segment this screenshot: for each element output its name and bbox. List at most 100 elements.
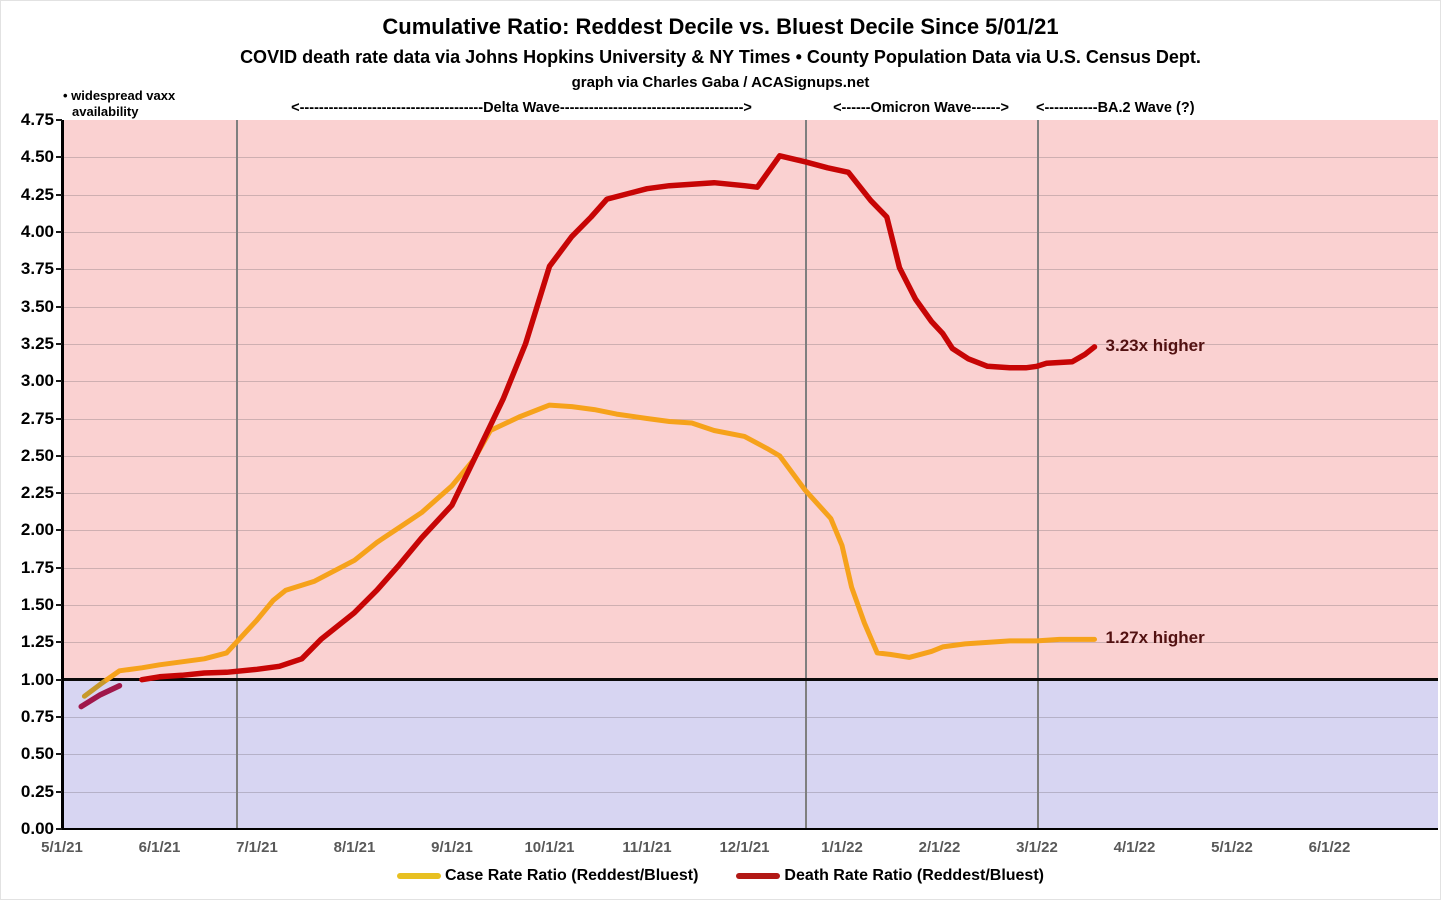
x-tick-label: 4/1/22: [1113, 839, 1156, 856]
y-tick-mark: [56, 230, 62, 233]
gridline: [62, 492, 1438, 494]
case-rate-end-label: 1.27x higher: [1105, 628, 1205, 648]
y-tick-label: 4.50: [20, 147, 54, 167]
y-tick-mark: [56, 529, 62, 532]
vaxx-note-line2: availability: [72, 103, 139, 119]
x-tick-label: 10/1/21: [524, 839, 575, 856]
death-rate-line: [139, 153, 1098, 683]
x-tick-label: 8/1/21: [333, 839, 376, 856]
wave-boundary-line: [805, 120, 807, 829]
y-tick-label: 3.25: [20, 333, 54, 353]
y-tick-mark: [56, 716, 62, 719]
y-tick-mark: [56, 305, 62, 308]
gridline: [62, 604, 1438, 606]
x-tick-label: 11/1/21: [622, 839, 672, 856]
x-tick-label: 9/1/21: [431, 839, 473, 856]
ba2-wave-annotation: <-----------BA.2 Wave (?): [1036, 100, 1195, 116]
chart-subtitle: COVID death rate data via Johns Hopkins …: [240, 47, 1201, 67]
y-tick-mark: [56, 753, 62, 756]
chart-title: Cumulative Ratio: Reddest Decile vs. Blu…: [382, 14, 1059, 39]
case-rate-line: [104, 402, 1097, 683]
x-tick-label: 6/1/21: [138, 839, 181, 856]
vaxx-note-line1: • widespread vaxx: [63, 88, 176, 103]
y-tick-mark: [56, 678, 62, 681]
gridline: [62, 343, 1438, 345]
y-tick-label: 1.50: [20, 595, 54, 615]
below-one-region: [62, 680, 1438, 829]
y-tick-label: 0.00: [20, 819, 54, 838]
y-tick-label: 4.00: [20, 221, 54, 241]
gridline: [62, 567, 1438, 569]
gridline: [62, 194, 1438, 196]
legend-label: Death Rate Ratio (Reddest/Bluest): [784, 867, 1044, 884]
x-axis-spine: [61, 828, 1438, 830]
gridline: [62, 268, 1438, 270]
case-rate-line-below-one-segment: [81, 677, 110, 699]
y-tick-label: 1.00: [20, 669, 54, 689]
y-tick-label: 2.00: [20, 520, 54, 540]
y-tick-mark: [56, 492, 62, 495]
chart-credit: graph via Charles Gaba / ACASignups.net: [571, 74, 870, 91]
omicron-wave-annotation: <------Omicron Wave------>: [833, 100, 1009, 116]
vaxx-availability-note: • widespread vaxx availability: [63, 88, 193, 119]
gridline: [62, 418, 1438, 420]
legend-line-swatch: [736, 873, 781, 879]
x-tick-label: 7/1/21: [236, 839, 278, 856]
y-tick-mark: [56, 119, 62, 121]
y-tick-label: 0.75: [20, 707, 54, 727]
series-svg: [78, 153, 1098, 710]
gridline: [62, 380, 1438, 382]
y-tick-mark: [56, 342, 62, 345]
gridline: [62, 231, 1438, 233]
y-tick-label: 3.00: [20, 371, 54, 391]
death-rate-line-below-one-segment: [78, 682, 123, 710]
y-tick-label: 1.25: [20, 632, 54, 652]
gridline: [62, 306, 1438, 308]
y-tick-mark: [56, 790, 62, 793]
wave-boundary-line: [1037, 120, 1039, 829]
gridline: [62, 455, 1438, 457]
death-rate-end-label: 3.23x higher: [1105, 335, 1205, 355]
wave-boundary-line: [236, 120, 238, 829]
legend: Case Rate Ratio (Reddest/Bluest) Death Ra…: [0, 867, 1441, 885]
gridline: [62, 716, 1438, 718]
x-tick-label: 5/1/21: [41, 839, 83, 856]
y-tick-label: 0.50: [20, 744, 54, 764]
x-tick-label: 1/1/22: [821, 839, 863, 856]
x-tick-label: 3/1/22: [1016, 839, 1058, 856]
x-tick-label: 2/1/22: [918, 839, 961, 856]
y-tick-label: 0.25: [20, 781, 54, 801]
y-tick-label: 3.75: [20, 259, 54, 279]
y-tick-mark: [56, 454, 62, 457]
y-tick-label: 4.25: [20, 184, 54, 204]
y-tick-mark: [56, 828, 62, 830]
legend-line-swatch: [397, 873, 441, 879]
legend-item: Case Rate Ratio (Reddest/Bluest): [397, 867, 698, 885]
gridline: [62, 529, 1438, 531]
y-tick-mark: [56, 156, 62, 159]
y-tick-mark: [56, 193, 62, 196]
legend-label: Case Rate Ratio (Reddest/Bluest): [445, 867, 699, 884]
y-tick-mark: [56, 566, 62, 569]
x-tick-label: 12/1/21: [719, 839, 770, 856]
y-tick-label: 2.75: [20, 408, 54, 428]
legend-item: Death Rate Ratio (Reddest/Bluest): [736, 867, 1044, 885]
y-tick-label: 2.25: [20, 483, 54, 503]
gridline: [62, 156, 1438, 158]
delta-wave-annotation: <--------------------------------------D…: [291, 100, 752, 116]
y-tick-label: 2.50: [20, 445, 54, 465]
y-tick-mark: [56, 380, 62, 383]
x-tick-label: 6/1/22: [1308, 839, 1351, 856]
ratio-one-reference-line: [62, 678, 1438, 681]
gridline: [62, 791, 1438, 793]
gridline: [62, 641, 1438, 643]
y-tick-mark: [56, 641, 62, 644]
y-axis-spine: [61, 120, 64, 830]
y-tick-label: 4.75: [20, 110, 54, 129]
y-tick-mark: [56, 604, 62, 607]
plot-area: 3.23x higher 1.27x higher: [62, 120, 1438, 829]
x-tick-label: 5/1/22: [1211, 839, 1253, 856]
y-tick-mark: [56, 417, 62, 420]
y-tick-label: 3.50: [20, 296, 54, 316]
